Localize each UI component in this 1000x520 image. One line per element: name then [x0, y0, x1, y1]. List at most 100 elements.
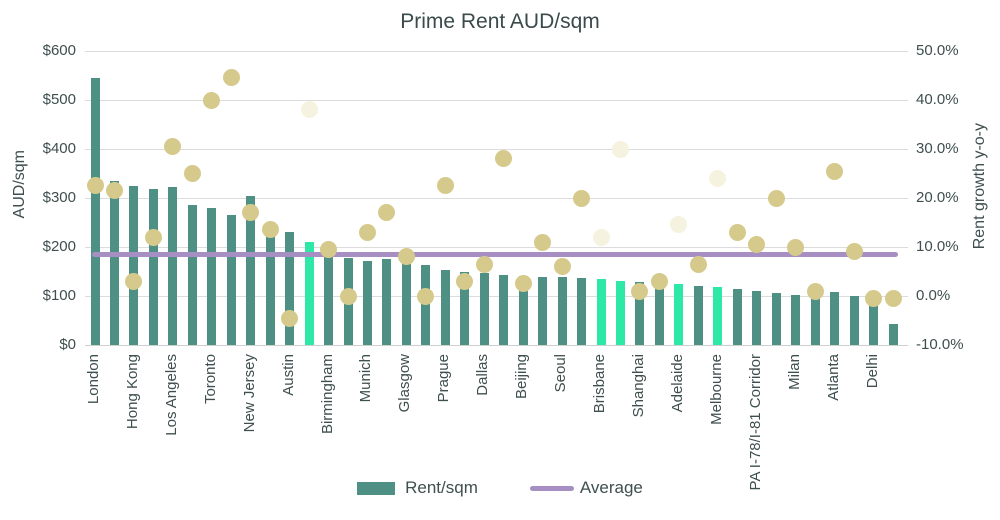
rent-bar — [752, 290, 762, 345]
growth-dot — [553, 258, 571, 276]
growth-dot — [358, 223, 376, 241]
x-axis-label: Adelaide — [668, 354, 686, 413]
x-axis-label: London — [85, 354, 102, 405]
right-axis-tick: 10.0% — [916, 238, 959, 255]
growth-dot — [397, 248, 415, 266]
growth-dot — [144, 228, 162, 246]
rent-bar — [674, 284, 684, 345]
x-axis-label: Dallas — [474, 354, 492, 396]
gridline — [85, 50, 908, 52]
x-axis-label: New Jersey — [240, 354, 258, 433]
right-axis-tick: 40.0% — [916, 91, 959, 108]
rent-bar — [771, 293, 781, 345]
growth-dot — [203, 91, 221, 109]
gridline — [85, 295, 908, 297]
growth-dot — [612, 140, 629, 158]
rent-bar — [460, 271, 470, 345]
growth-dot — [261, 221, 279, 239]
growth-dot — [300, 101, 318, 119]
rent-bar — [148, 189, 158, 345]
growth-dot — [787, 238, 805, 256]
rent-bar — [265, 228, 275, 345]
rent-bar — [810, 295, 820, 345]
left-axis-tick: $500 — [42, 91, 76, 108]
growth-dot — [378, 204, 396, 222]
rent-bar — [791, 294, 801, 345]
left-axis-title: AUD/sqm — [11, 150, 28, 219]
rent-bar — [869, 303, 879, 345]
rent-bar — [616, 280, 625, 345]
left-axis-tick: $200 — [42, 238, 76, 255]
x-axis-label: Toronto — [201, 354, 219, 405]
chart-legend: Rent/sqm Average — [0, 478, 1000, 498]
growth-dot — [845, 243, 863, 261]
rent-bar — [226, 215, 236, 345]
legend-item-rent: Rent/sqm — [357, 478, 478, 498]
right-axis-tick: 50.0% — [916, 42, 959, 59]
growth-dot — [242, 204, 260, 222]
x-axis-label: Glasgow — [396, 354, 414, 413]
x-axis-label: Shanghai — [629, 354, 647, 418]
growth-dot — [689, 255, 707, 273]
x-axis-label: Brisbane — [591, 354, 609, 414]
growth-dot — [475, 255, 493, 273]
growth-dot — [105, 182, 123, 200]
x-axis-label: PA I-78/I-81 Corridor — [746, 354, 764, 491]
rent-bar — [538, 276, 548, 345]
x-axis-label: Delhi — [863, 354, 881, 389]
rent-bar — [362, 261, 372, 345]
rent-bar — [830, 292, 840, 345]
growth-dot — [456, 272, 474, 290]
growth-dot — [417, 287, 435, 305]
growth-dot — [767, 189, 785, 207]
x-axis-label: Hong Kong — [123, 354, 141, 430]
rent-bar — [440, 270, 450, 345]
rent-bar — [168, 187, 178, 345]
rent-bar — [401, 256, 411, 345]
growth-dot — [728, 223, 746, 241]
right-axis-tick: 20.0% — [916, 189, 959, 206]
growth-dot — [436, 177, 454, 195]
growth-dot — [650, 272, 668, 290]
rent-bar — [109, 180, 119, 345]
legend-item-average: Average — [529, 478, 643, 498]
x-axis-label: Melbourne — [707, 354, 725, 425]
growth-dot — [631, 282, 649, 300]
rent-bar — [693, 285, 703, 345]
left-axis-tick: $300 — [42, 189, 76, 206]
growth-dot — [865, 289, 883, 307]
rent-bar — [129, 185, 139, 345]
growth-dot — [709, 169, 727, 187]
rent-bar-swatch-icon — [357, 481, 396, 495]
rent-bar — [382, 259, 392, 345]
right-axis-tick: -10.0% — [916, 336, 964, 353]
growth-dot — [495, 150, 513, 168]
left-axis-tick: $100 — [42, 287, 76, 304]
growth-dot — [670, 216, 688, 234]
rent-bar — [324, 253, 334, 345]
growth-dot — [164, 138, 182, 156]
rent-bar — [304, 241, 314, 345]
x-axis-label: Munich — [357, 354, 375, 403]
growth-dot — [884, 289, 902, 307]
rent-bar — [635, 282, 645, 345]
gridline — [85, 148, 908, 150]
x-axis-label: Prague — [435, 354, 453, 403]
rent-bar — [421, 264, 431, 345]
x-axis-label: Atlanta — [824, 354, 842, 401]
growth-dot — [339, 287, 357, 305]
left-axis-tick: $0 — [59, 336, 76, 353]
growth-dot — [806, 282, 824, 300]
rent-bar — [888, 324, 898, 345]
left-axis-tick: $600 — [42, 42, 76, 59]
rent-bar — [479, 273, 489, 345]
rent-bar — [849, 296, 859, 345]
average-line-swatch-icon — [529, 485, 574, 491]
gridline — [85, 197, 908, 199]
x-axis-label: Austin — [279, 354, 297, 396]
growth-dot — [748, 236, 766, 254]
growth-dot — [592, 228, 610, 246]
rent-bar — [285, 232, 295, 345]
rent-bar — [207, 207, 217, 345]
